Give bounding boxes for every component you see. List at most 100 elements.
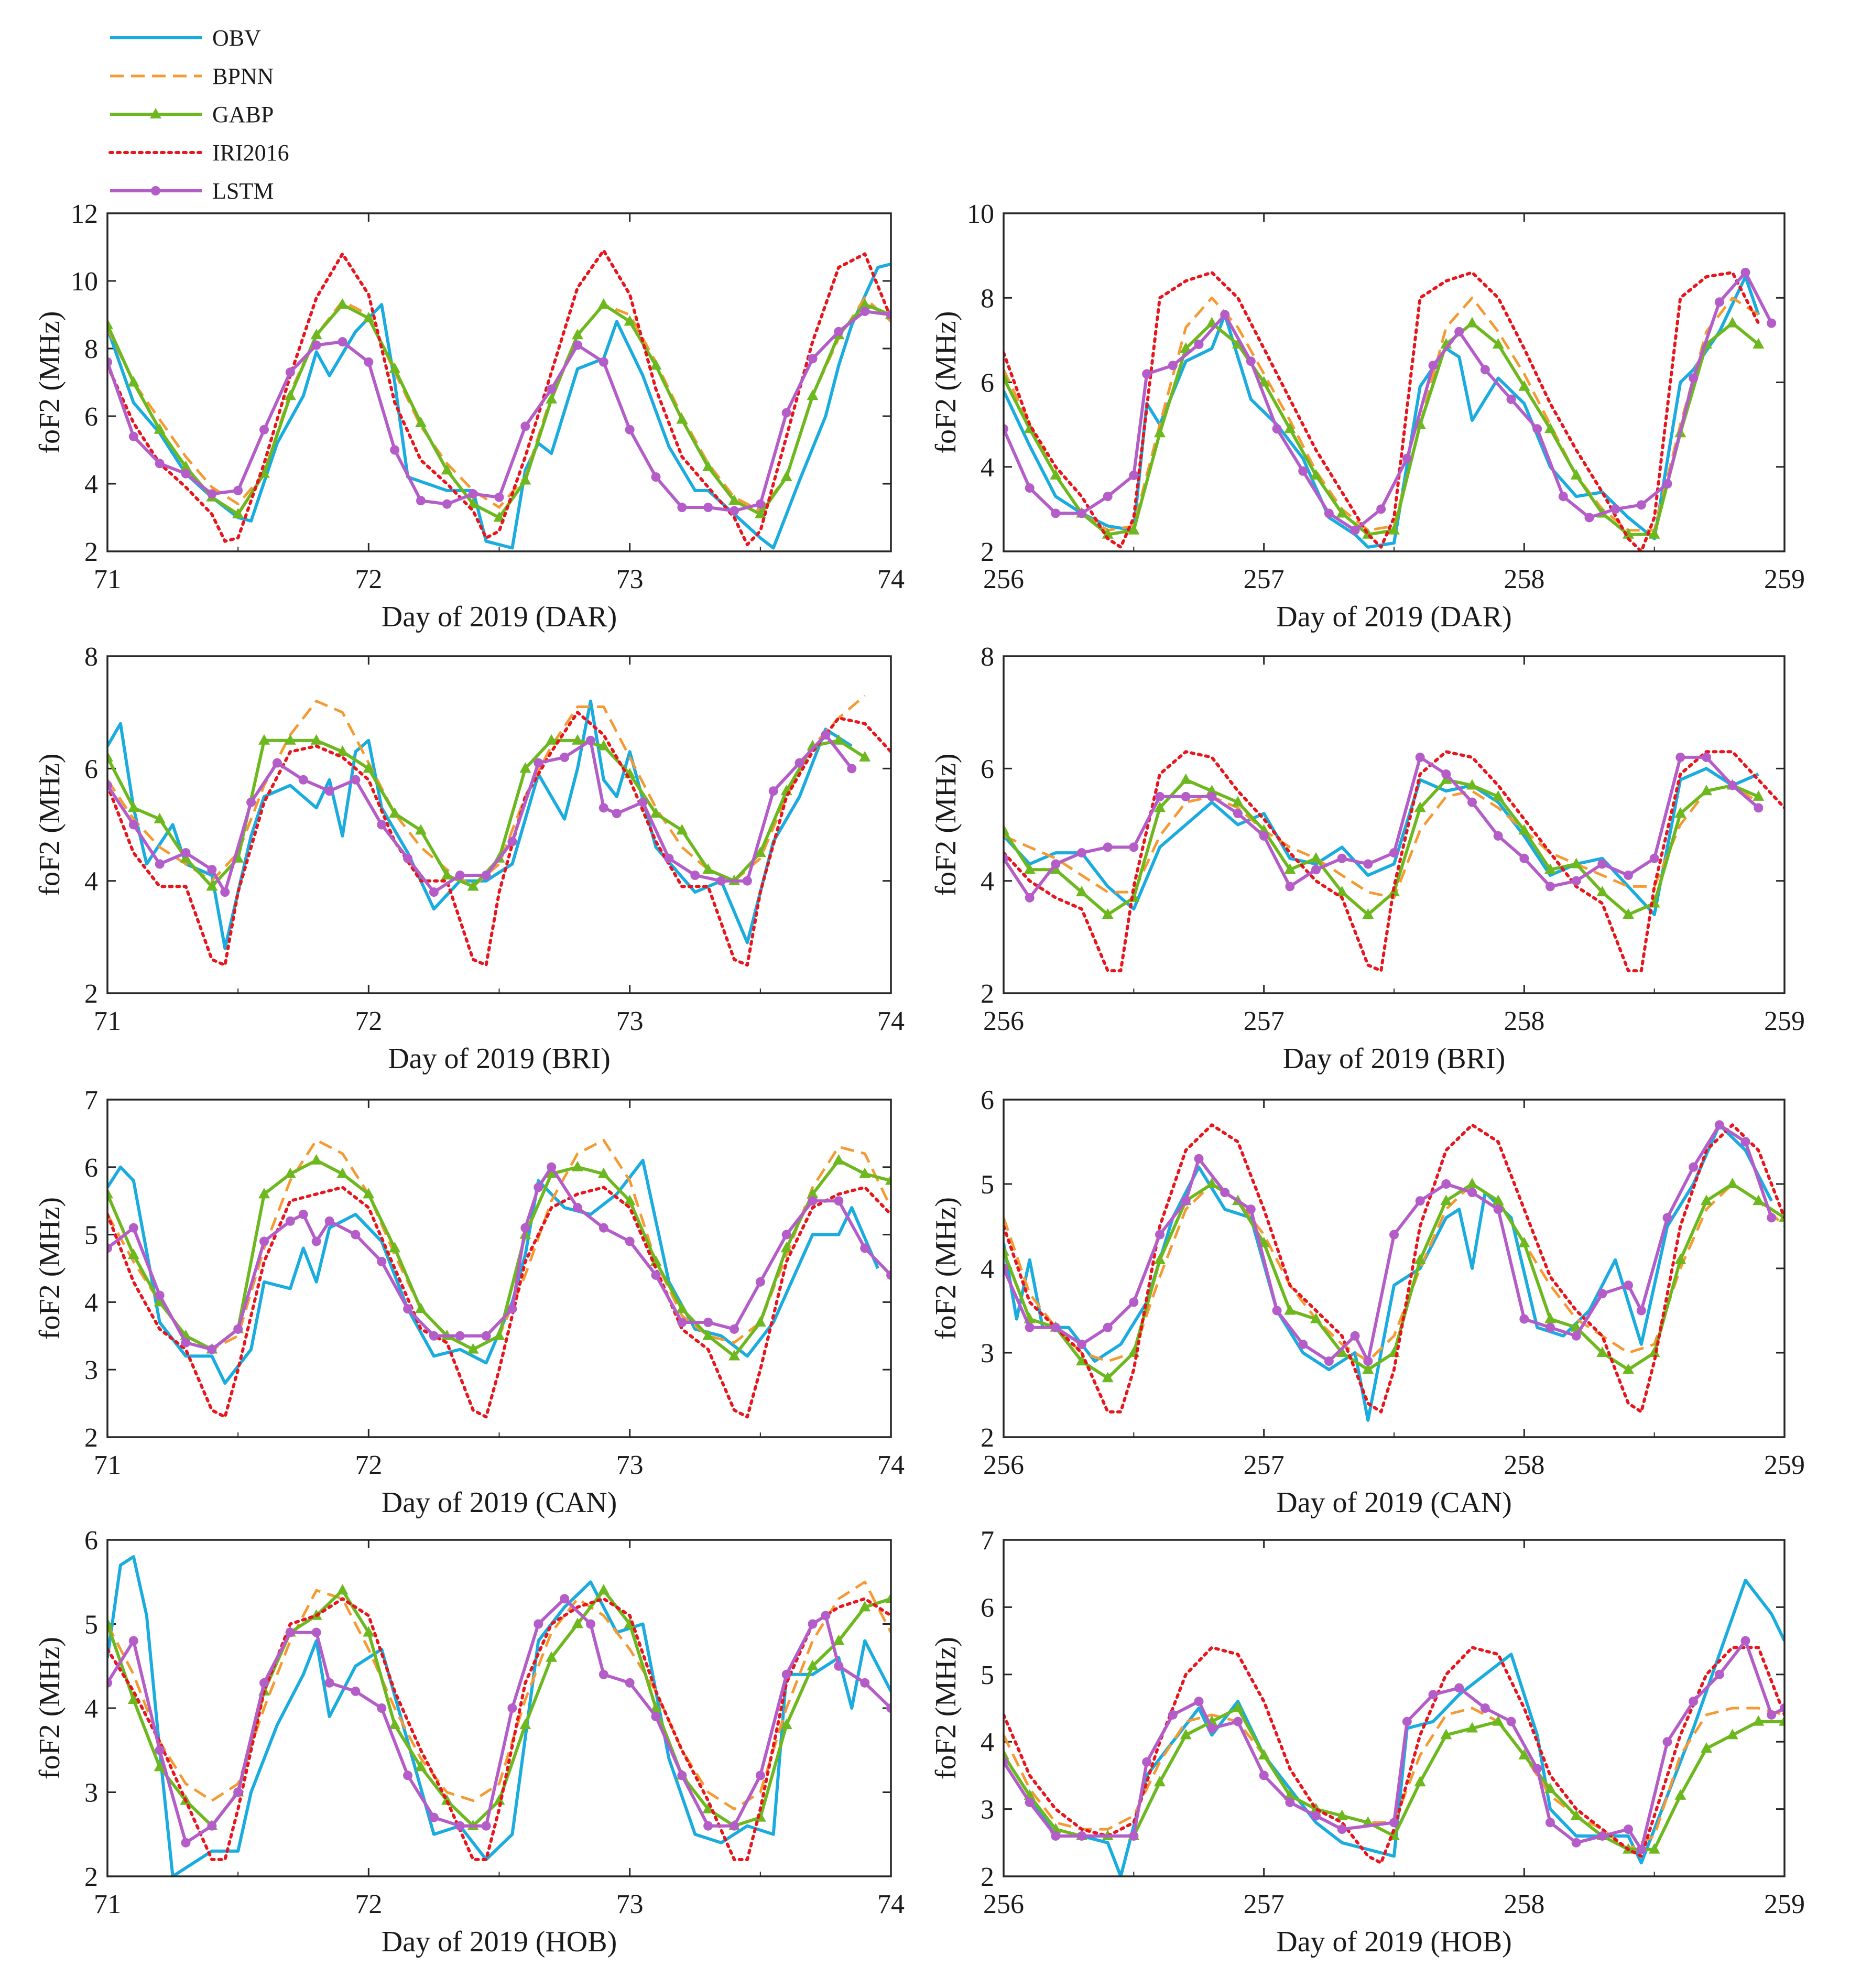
data-point-lstm: [155, 859, 165, 869]
data-point-lstm: [1636, 1306, 1646, 1316]
data-point-lstm: [403, 1770, 413, 1780]
y-tick-label: 4: [84, 867, 98, 897]
data-point-gabp: [389, 807, 401, 818]
data-point-lstm: [429, 1331, 439, 1341]
data-point-gabp: [415, 1761, 427, 1772]
data-point-gabp: [1518, 1748, 1530, 1759]
data-point-lstm: [494, 492, 504, 502]
data-point-lstm: [1285, 1797, 1295, 1807]
series-line-obv: [1004, 1123, 1773, 1422]
legend-item-lstm: LSTM: [110, 178, 274, 204]
series-line-lstm: [107, 1165, 891, 1351]
data-point-gabp: [780, 1242, 792, 1253]
data-point-lstm: [573, 340, 582, 350]
y-axis-label: foF2 (MHz): [930, 753, 962, 896]
y-tick-label: 2: [981, 537, 994, 567]
data-point-lstm: [390, 445, 400, 455]
series-line-bpnn: [1004, 1182, 1784, 1363]
series-line-iri2016: [1004, 750, 1784, 973]
x-tick-label: 73: [616, 564, 644, 594]
data-point-lstm: [1389, 1230, 1399, 1240]
data-point-lstm: [1298, 1339, 1308, 1349]
data-point-lstm: [1506, 394, 1516, 404]
x-tick-label: 259: [1764, 1889, 1805, 1919]
data-point-gabp: [1102, 1372, 1114, 1383]
data-point-lstm: [703, 503, 713, 513]
y-tick-label: 6: [84, 1526, 98, 1556]
data-point-lstm: [677, 503, 687, 513]
data-point-gabp: [1518, 824, 1530, 835]
series-line-bpnn: [107, 1580, 891, 1811]
data-point-gabp: [258, 1188, 270, 1199]
legend-label-lstm: LSTM: [212, 178, 274, 204]
x-tick-label: 258: [1504, 564, 1544, 594]
data-point-lstm: [298, 1209, 308, 1219]
data-point-lstm: [324, 786, 334, 796]
data-point-lstm: [1727, 780, 1737, 790]
data-point-gabp: [1180, 1729, 1192, 1740]
data-point-lstm: [1363, 859, 1373, 869]
data-point-lstm: [403, 853, 413, 863]
y-tick-label: 4: [981, 1728, 994, 1757]
x-tick-label: 256: [983, 564, 1024, 594]
data-point-gabp: [572, 329, 583, 340]
data-point-lstm: [585, 1619, 595, 1629]
data-point-lstm: [520, 421, 530, 431]
data-point-gabp: [1492, 790, 1504, 801]
data-point-gabp: [1596, 886, 1608, 897]
data-point-gabp: [1779, 1715, 1784, 1726]
data-point-lstm: [690, 870, 700, 880]
x-axis-label: Day of 2019 (CAN): [382, 1486, 617, 1519]
data-point-lstm: [520, 1223, 530, 1233]
data-point-gabp: [807, 389, 819, 400]
data-point-lstm: [507, 1703, 517, 1713]
data-point-gabp: [127, 1248, 139, 1259]
legend: OBV BPNN GABP IRI2016 LSTM: [108, 25, 289, 204]
data-point-gabp: [1701, 785, 1712, 796]
data-point-gabp: [1336, 507, 1348, 518]
data-point-lstm: [625, 1236, 635, 1246]
data-point-gabp: [546, 734, 558, 745]
data-point-lstm: [1467, 797, 1477, 807]
x-tick-label: 71: [94, 1450, 121, 1480]
data-point-lstm: [1584, 513, 1594, 523]
data-point-lstm: [1129, 1297, 1139, 1307]
y-tick-label: 3: [981, 1795, 994, 1825]
x-tick-label: 257: [1244, 564, 1285, 594]
data-point-gabp: [1232, 1702, 1244, 1712]
data-point-gabp: [1154, 427, 1166, 438]
data-point-lstm: [651, 1270, 661, 1280]
data-point-gabp: [1544, 1312, 1556, 1323]
data-point-gabp: [728, 1350, 740, 1361]
series-line-lstm: [1004, 755, 1760, 899]
data-point-lstm: [285, 367, 295, 377]
data-point-gabp: [284, 389, 296, 400]
y-tick-label: 6: [981, 1593, 994, 1623]
axes-frame: [106, 1099, 892, 1438]
data-point-lstm: [1519, 853, 1529, 863]
y-tick-label: 12: [71, 199, 98, 229]
data-point-lstm: [220, 887, 230, 897]
data-point-lstm: [1610, 504, 1620, 514]
series-line-obv: [1004, 1579, 1784, 1876]
data-point-lstm: [1220, 1188, 1230, 1198]
series-line-obv: [107, 262, 891, 550]
data-point-gabp: [702, 863, 714, 874]
data-point-gabp: [389, 1242, 401, 1253]
legend-item-gabp: GABP: [110, 102, 274, 127]
data-point-lstm: [755, 1277, 765, 1287]
data-point-gabp: [1674, 1789, 1686, 1800]
data-point-lstm: [1571, 876, 1581, 886]
data-point-gabp: [1258, 1748, 1270, 1759]
y-axis-label: foF2 (MHz): [930, 1637, 962, 1779]
y-tick-label: 8: [981, 284, 994, 313]
data-point-lstm: [547, 1162, 557, 1172]
data-point-gabp: [1726, 1178, 1738, 1188]
data-point-lstm: [1259, 1770, 1269, 1780]
x-tick-label: 74: [877, 564, 905, 594]
data-point-lstm: [834, 1661, 844, 1671]
data-point-gabp: [1701, 1742, 1712, 1753]
panel-dar-days-256-259: 256 257 258 259 2 4 6 8 10 Day of 2019 (DAR) foF2 …: [930, 199, 1805, 633]
data-point-gabp: [1362, 1363, 1374, 1374]
